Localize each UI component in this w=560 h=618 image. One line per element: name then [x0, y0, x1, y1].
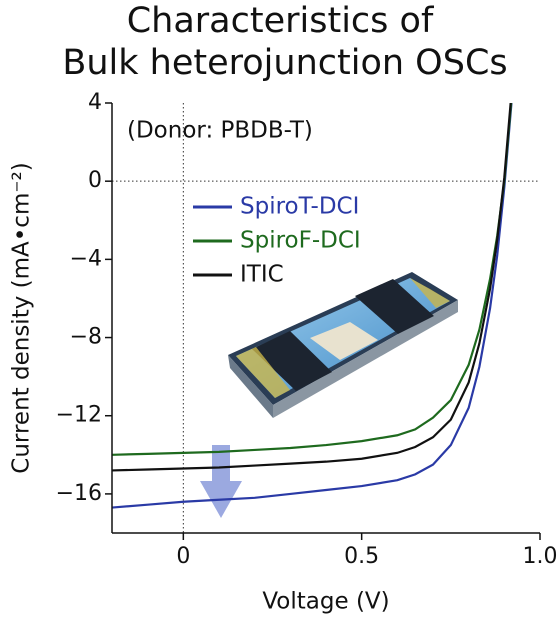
- y-tick-label: −8: [70, 325, 102, 350]
- y-tick-label: 4: [88, 90, 102, 115]
- x-tick-label: 0: [176, 544, 190, 569]
- y-tick-label: −16: [56, 481, 102, 506]
- legend-label: ITIC: [240, 262, 284, 288]
- data-line: [112, 93, 511, 470]
- device-photo: [228, 272, 458, 418]
- legend-label: SpiroT-DCI: [240, 194, 359, 220]
- x-tick-label: 1.0: [523, 544, 558, 569]
- x-tick-label: 0.5: [344, 544, 379, 569]
- y-tick-label: 0: [88, 168, 102, 193]
- y-tick-label: −4: [70, 246, 102, 271]
- chart-title-line: Characteristics of: [127, 1, 434, 41]
- trend-arrow: [200, 445, 242, 518]
- y-tick-label: −12: [56, 403, 102, 428]
- annotation: (Donor: PBDB-T): [127, 118, 313, 144]
- data-line: [112, 99, 511, 455]
- chart: Characteristics of Bulk heterojunction O…: [0, 0, 560, 618]
- chart-title-line: Bulk heterojunction OSCs: [62, 43, 507, 83]
- x-axis-label: Voltage (V): [262, 589, 389, 615]
- y-axis-label: Current density (mA•cm⁻²): [9, 162, 35, 473]
- legend-label: SpiroF-DCI: [240, 228, 361, 254]
